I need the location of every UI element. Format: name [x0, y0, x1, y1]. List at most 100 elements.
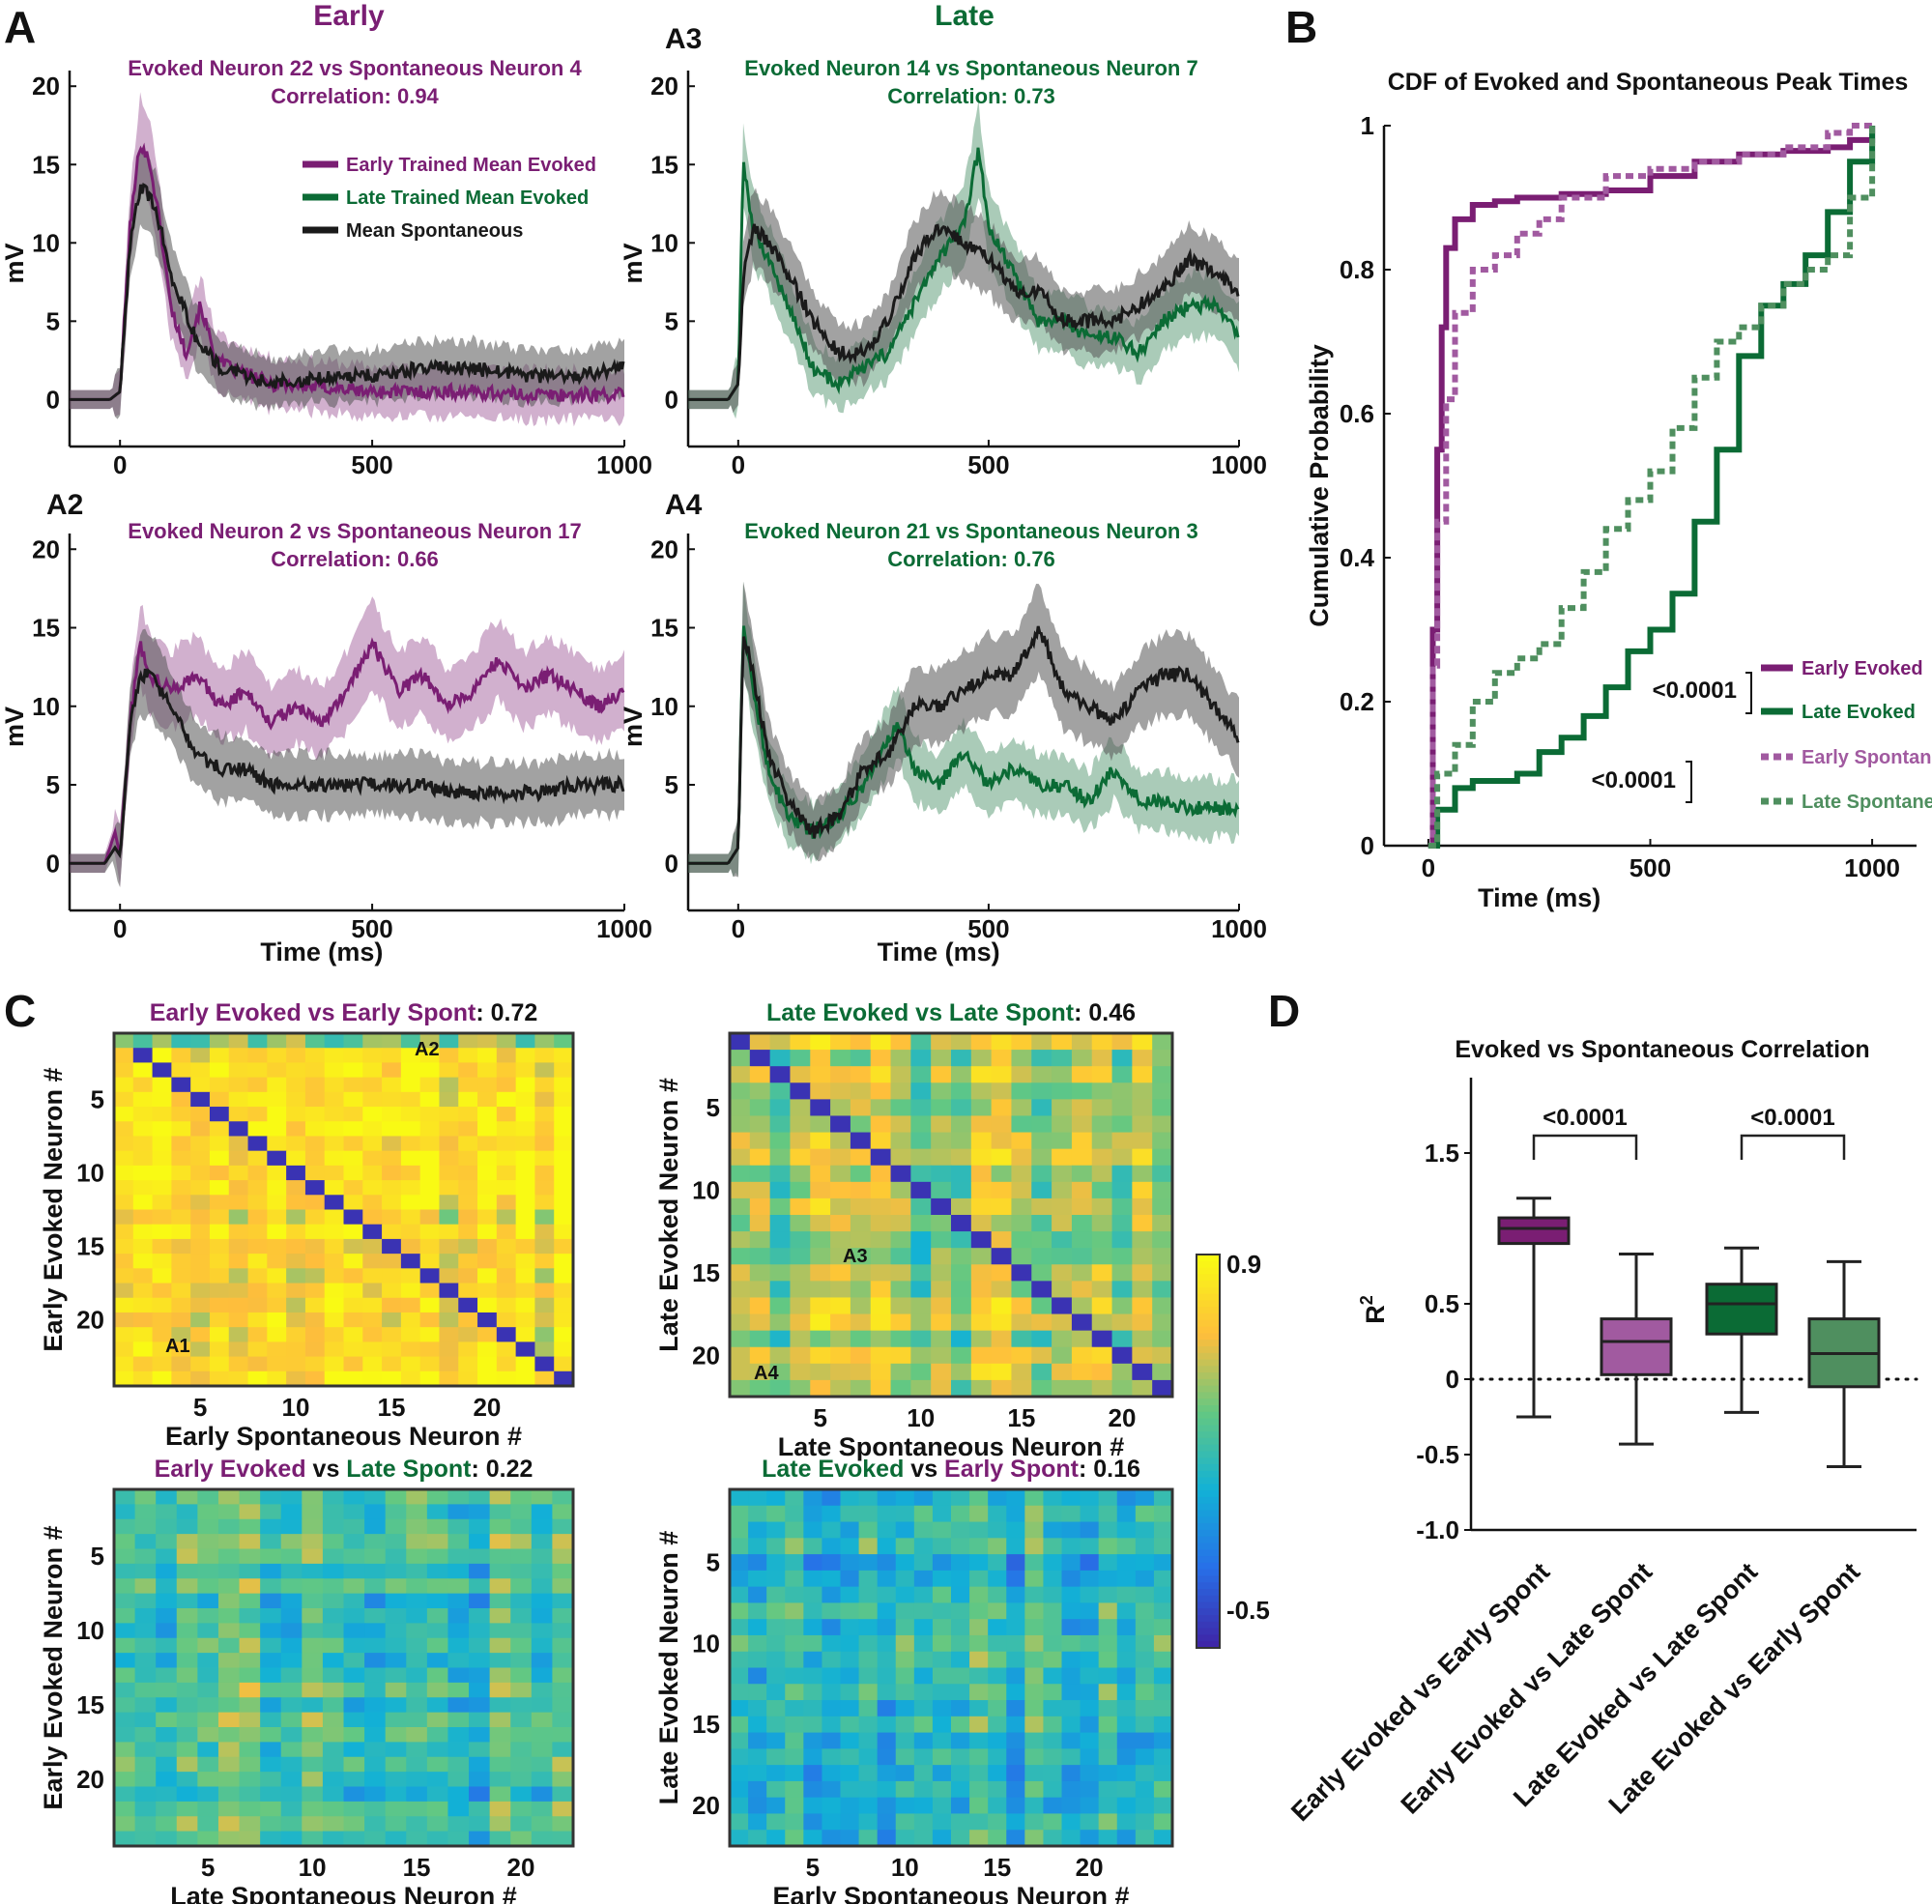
heatmap-cell	[1152, 1346, 1173, 1365]
colorbar-segment	[1197, 1444, 1220, 1453]
heatmap-cell	[343, 1091, 363, 1108]
heatmap-cell	[1111, 1231, 1133, 1249]
title-colon: :	[1079, 1456, 1093, 1483]
heatmap-cell	[552, 1504, 574, 1520]
heatmap-cell	[239, 1742, 261, 1758]
heatmap-cell	[134, 1578, 157, 1595]
heatmap-cell	[988, 1570, 1007, 1588]
heatmap-cell	[890, 1132, 911, 1150]
colorbar-segment	[1197, 1345, 1220, 1354]
heatmap-cell	[910, 1050, 932, 1067]
significance-bracket	[1686, 761, 1692, 803]
heatmap-cell	[810, 1248, 831, 1265]
heatmap-cell	[343, 1356, 363, 1372]
heatmap-cell	[1031, 1330, 1053, 1348]
heatmap-cell	[362, 1283, 383, 1299]
heatmap-cell	[447, 1697, 470, 1714]
heatmap-cell	[858, 1813, 879, 1831]
heatmap-cell	[1061, 1505, 1081, 1523]
heatmap-cell	[190, 1356, 211, 1372]
heatmap-cell	[228, 1283, 249, 1299]
heatmap-cell	[1006, 1554, 1025, 1572]
heatmap-cell	[1153, 1732, 1173, 1749]
heatmap-cell	[931, 1231, 952, 1249]
plot-title-line2: Correlation: 0.76	[887, 547, 1055, 571]
heatmap-cell	[176, 1534, 198, 1550]
heatmap-cell	[280, 1593, 303, 1609]
panel-letter-a: A	[4, 2, 36, 52]
heatmap-cell	[552, 1667, 574, 1684]
heatmap-cell	[385, 1682, 407, 1698]
heatmap-cell	[217, 1608, 241, 1624]
heatmap-cell	[132, 1370, 154, 1387]
heatmap-cell	[785, 1830, 804, 1847]
heatmap-cell	[951, 1765, 970, 1782]
heatmap-cell	[171, 1254, 191, 1269]
heatmap-cell	[114, 1062, 134, 1079]
heatmap-cell	[217, 1548, 241, 1565]
heatmap-cell	[803, 1602, 823, 1620]
heatmap-cell	[343, 1518, 365, 1535]
y-tick-label: 0.8	[1340, 255, 1374, 284]
heatmap-cell	[343, 1033, 363, 1049]
heatmap-cell	[951, 1570, 970, 1588]
colorbar-segment	[1197, 1405, 1220, 1413]
heatmap-cell	[803, 1554, 823, 1572]
title-space	[1081, 999, 1088, 1026]
heatmap-cell	[400, 1312, 421, 1328]
heatmap-cell	[458, 1091, 478, 1108]
heatmap-cell	[969, 1554, 989, 1572]
heatmap-cell	[970, 1215, 993, 1232]
heatmap-cell	[913, 1684, 934, 1701]
heatmap-cell	[239, 1697, 261, 1714]
heatmap-cell	[364, 1667, 387, 1684]
heatmap-cell	[785, 1732, 804, 1749]
heatmap-cell	[156, 1667, 178, 1684]
heatmap-cell	[280, 1682, 303, 1698]
heatmap-cell	[730, 1765, 749, 1782]
heatmap-cell	[531, 1697, 554, 1714]
heatmap-cell	[1006, 1797, 1025, 1815]
heatmap-cell	[114, 1593, 136, 1609]
heatmap-cell	[890, 1033, 911, 1051]
heatmap-cell	[790, 1033, 811, 1051]
heatmap-cell	[913, 1586, 934, 1604]
heatmap-title: Early Evoked vs Late Spont: 0.22	[155, 1456, 533, 1483]
heatmap-cell	[748, 1780, 767, 1799]
heatmap-cell	[439, 1077, 459, 1093]
heatmap-cell	[810, 1313, 831, 1332]
heatmap-cell	[515, 1268, 536, 1284]
heatmap-cell	[510, 1801, 533, 1817]
x-tick-label: 500	[351, 914, 392, 943]
heatmap-cell	[1024, 1489, 1045, 1507]
heatmap-cell	[400, 1238, 421, 1255]
heatmap-cell	[385, 1637, 407, 1654]
heatmap-cell	[343, 1238, 363, 1255]
heatmap-cell	[510, 1831, 533, 1847]
heatmap-cell	[870, 1248, 892, 1265]
heatmap-cell	[534, 1341, 555, 1358]
heatmap-cell	[1080, 1619, 1100, 1636]
heatmap-cell	[1152, 1281, 1173, 1299]
heatmap-cell	[1031, 1099, 1053, 1117]
heatmap-cells	[730, 1033, 1173, 1398]
heatmap-cell	[489, 1697, 511, 1714]
heatmap-cell	[362, 1238, 383, 1255]
heatmap-cell	[1024, 1765, 1045, 1782]
heatmap-cell	[769, 1197, 792, 1216]
heatmap-cell	[362, 1254, 383, 1269]
heatmap-cell	[515, 1283, 536, 1299]
heatmap-cell	[913, 1813, 934, 1831]
heatmap-cell	[988, 1634, 1007, 1653]
heatmap-cell	[1031, 1148, 1053, 1167]
heatmap-cell	[1061, 1586, 1081, 1604]
heatmap-cell	[1132, 1297, 1153, 1315]
heatmap-cell	[343, 1224, 363, 1240]
heatmap-cell	[1052, 1066, 1073, 1083]
plot-title-line1: Evoked Neuron 21 vs Spontaneous Neuron 3	[744, 519, 1197, 543]
heatmap-cell	[1152, 1363, 1173, 1381]
heatmap-cell	[247, 1195, 268, 1211]
heatmap-cell	[469, 1682, 491, 1698]
heatmap-cell	[477, 1091, 498, 1108]
